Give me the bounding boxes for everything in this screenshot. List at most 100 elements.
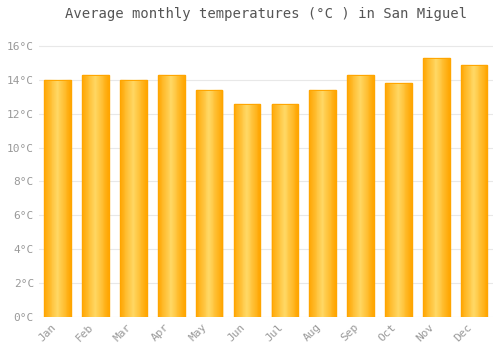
Bar	[102, 75, 104, 317]
Bar	[100, 75, 101, 317]
Bar	[272, 104, 298, 317]
Bar	[406, 83, 408, 317]
Bar	[332, 90, 334, 317]
Bar	[442, 58, 444, 317]
Bar	[183, 75, 184, 317]
Bar	[252, 104, 253, 317]
Bar	[52, 80, 54, 317]
Bar	[476, 65, 477, 317]
Bar	[123, 80, 124, 317]
Bar	[203, 90, 204, 317]
Bar	[216, 90, 217, 317]
Bar	[58, 80, 59, 317]
Title: Average monthly temperatures (°C ) in San Miguel: Average monthly temperatures (°C ) in Sa…	[65, 7, 467, 21]
Bar	[211, 90, 212, 317]
Bar	[219, 90, 220, 317]
Bar	[386, 83, 387, 317]
Bar	[310, 90, 336, 317]
Bar	[408, 83, 409, 317]
Bar	[357, 75, 358, 317]
Bar	[210, 90, 211, 317]
Bar	[182, 75, 183, 317]
Bar	[319, 90, 320, 317]
Bar	[282, 104, 283, 317]
Bar	[159, 75, 160, 317]
Bar	[321, 90, 322, 317]
Bar	[437, 58, 438, 317]
Bar	[313, 90, 314, 317]
Bar	[320, 90, 321, 317]
Bar	[66, 80, 68, 317]
Bar	[324, 90, 326, 317]
Bar	[120, 80, 121, 317]
Bar	[44, 80, 71, 317]
Bar	[425, 58, 426, 317]
Bar	[65, 80, 66, 317]
Bar	[403, 83, 404, 317]
Bar	[209, 90, 210, 317]
Bar	[286, 104, 288, 317]
Bar	[122, 80, 123, 317]
Bar	[55, 80, 56, 317]
Bar	[126, 80, 128, 317]
Bar	[396, 83, 398, 317]
Bar	[310, 90, 311, 317]
Bar	[475, 65, 476, 317]
Bar	[400, 83, 401, 317]
Bar	[285, 104, 286, 317]
Bar	[175, 75, 176, 317]
Bar	[98, 75, 99, 317]
Bar	[352, 75, 354, 317]
Bar	[328, 90, 329, 317]
Bar	[208, 90, 209, 317]
Bar	[388, 83, 390, 317]
Bar	[206, 90, 208, 317]
Bar	[291, 104, 292, 317]
Bar	[121, 80, 122, 317]
Bar	[87, 75, 88, 317]
Bar	[47, 80, 48, 317]
Bar	[354, 75, 356, 317]
Bar	[63, 80, 64, 317]
Bar	[88, 75, 90, 317]
Bar	[253, 104, 254, 317]
Bar	[250, 104, 252, 317]
Bar	[70, 80, 71, 317]
Bar	[165, 75, 166, 317]
Bar	[486, 65, 488, 317]
Bar	[234, 104, 260, 317]
Bar	[176, 75, 178, 317]
Bar	[120, 80, 146, 317]
Bar	[483, 65, 484, 317]
Bar	[240, 104, 241, 317]
Bar	[256, 104, 258, 317]
Bar	[104, 75, 106, 317]
Bar	[218, 90, 219, 317]
Bar	[326, 90, 327, 317]
Bar	[144, 80, 145, 317]
Bar	[179, 75, 180, 317]
Bar	[92, 75, 93, 317]
Bar	[394, 83, 395, 317]
Bar	[145, 80, 146, 317]
Bar	[94, 75, 96, 317]
Bar	[401, 83, 402, 317]
Bar	[84, 75, 85, 317]
Bar	[430, 58, 431, 317]
Bar	[241, 104, 242, 317]
Bar	[429, 58, 430, 317]
Bar	[292, 104, 293, 317]
Bar	[390, 83, 392, 317]
Bar	[129, 80, 130, 317]
Bar	[372, 75, 373, 317]
Bar	[181, 75, 182, 317]
Bar	[276, 104, 277, 317]
Bar	[428, 58, 429, 317]
Bar	[440, 58, 442, 317]
Bar	[275, 104, 276, 317]
Bar	[466, 65, 467, 317]
Bar	[214, 90, 216, 317]
Bar	[364, 75, 365, 317]
Bar	[446, 58, 447, 317]
Bar	[318, 90, 319, 317]
